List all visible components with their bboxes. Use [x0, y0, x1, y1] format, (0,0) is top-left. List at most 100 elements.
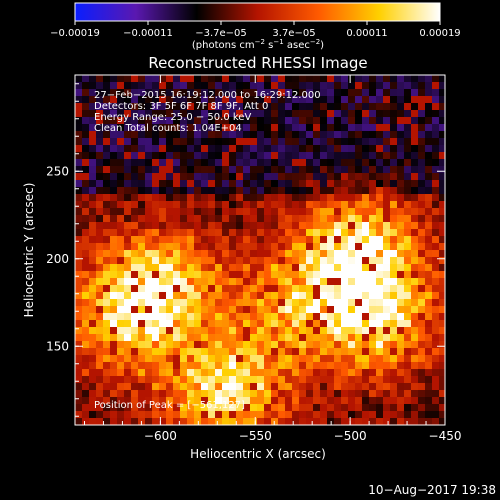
heatmap-cell: [418, 285, 425, 292]
heatmap-cell: [327, 369, 334, 376]
heatmap-cell: [271, 152, 278, 159]
heatmap-cell: [320, 411, 327, 418]
heatmap-cell: [103, 320, 110, 327]
heatmap-cell: [103, 327, 110, 334]
heatmap-cell: [215, 327, 222, 334]
heatmap-cell: [145, 173, 152, 180]
heatmap-cell: [264, 215, 271, 222]
heatmap-cell: [138, 383, 145, 390]
heatmap-cell: [159, 110, 166, 117]
heatmap-cell: [138, 404, 145, 411]
heatmap-cell: [334, 299, 341, 306]
heatmap-cell: [96, 383, 103, 390]
heatmap-cell: [180, 138, 187, 145]
heatmap-cell: [271, 82, 278, 89]
heatmap-cell: [292, 397, 299, 404]
heatmap-cell: [159, 299, 166, 306]
heatmap-cell: [320, 243, 327, 250]
heatmap-cell: [411, 124, 418, 131]
heatmap-cell: [117, 278, 124, 285]
heatmap-cell: [124, 355, 131, 362]
heatmap-cell: [187, 404, 194, 411]
heatmap-cell: [418, 82, 425, 89]
heatmap-cell: [138, 313, 145, 320]
heatmap-cell: [313, 166, 320, 173]
heatmap-cell: [75, 124, 82, 131]
heatmap-cell: [369, 355, 376, 362]
heatmap-cell: [243, 138, 250, 145]
heatmap-cell: [229, 124, 236, 131]
heatmap-cell: [103, 397, 110, 404]
heatmap-cell: [278, 348, 285, 355]
heatmap-cell: [355, 411, 362, 418]
heatmap-cell: [383, 124, 390, 131]
heatmap-cell: [383, 173, 390, 180]
heatmap-cell: [75, 229, 82, 236]
heatmap-cell: [145, 362, 152, 369]
heatmap-cell: [425, 194, 432, 201]
heatmap-cell: [208, 103, 215, 110]
heatmap-cell: [82, 145, 89, 152]
heatmap-cell: [271, 348, 278, 355]
heatmap-cell: [327, 362, 334, 369]
heatmap-cell: [124, 383, 131, 390]
heatmap-cell: [383, 131, 390, 138]
heatmap-cell: [180, 75, 187, 82]
heatmap-cell: [306, 369, 313, 376]
heatmap-cell: [236, 187, 243, 194]
heatmap-cell: [264, 292, 271, 299]
heatmap-cell: [159, 376, 166, 383]
heatmap-cell: [229, 348, 236, 355]
heatmap-cell: [299, 355, 306, 362]
heatmap-cell: [334, 110, 341, 117]
heatmap-cell: [278, 166, 285, 173]
heatmap-cell: [201, 82, 208, 89]
heatmap-cell: [390, 131, 397, 138]
heatmap-cell: [187, 89, 194, 96]
heatmap-cell: [166, 96, 173, 103]
heatmap-cell: [397, 152, 404, 159]
plot-frame: [74, 74, 446, 426]
heatmap-cell: [299, 243, 306, 250]
heatmap-cell: [313, 173, 320, 180]
heatmap-cell: [229, 103, 236, 110]
heatmap-cell: [411, 236, 418, 243]
heatmap-cell: [208, 257, 215, 264]
heatmap-cell: [75, 299, 82, 306]
heatmap-cell: [187, 313, 194, 320]
heatmap-cell: [75, 152, 82, 159]
heatmap-cell: [82, 362, 89, 369]
heatmap-cell: [82, 159, 89, 166]
heatmap-cell: [124, 327, 131, 334]
heatmap-cell: [152, 264, 159, 271]
heatmap-cell: [138, 320, 145, 327]
heatmap-cell: [264, 173, 271, 180]
heatmap-cell: [236, 334, 243, 341]
heatmap-cell: [82, 327, 89, 334]
heatmap-cell: [124, 187, 131, 194]
heatmap-cell: [327, 236, 334, 243]
heatmap-cell: [180, 299, 187, 306]
heatmap-cell: [82, 264, 89, 271]
heatmap-cell: [152, 411, 159, 418]
heatmap-cell: [278, 257, 285, 264]
heatmap-cell: [411, 180, 418, 187]
heatmap-cell: [278, 278, 285, 285]
heatmap-cell: [257, 180, 264, 187]
heatmap-cell: [131, 110, 138, 117]
heatmap-cell: [292, 313, 299, 320]
heatmap-cell: [103, 369, 110, 376]
heatmap-cell: [250, 292, 257, 299]
heatmap-cell: [75, 278, 82, 285]
heatmap-cell: [418, 159, 425, 166]
heatmap-cell: [320, 173, 327, 180]
heatmap-cell: [362, 110, 369, 117]
heatmap-cell: [327, 418, 334, 425]
heatmap-cell: [369, 236, 376, 243]
heatmap-cell: [432, 376, 439, 383]
heatmap-cell: [376, 390, 383, 397]
heatmap-cell: [103, 355, 110, 362]
heatmap-cell: [327, 124, 334, 131]
heatmap-cell: [194, 383, 201, 390]
heatmap-cell: [292, 334, 299, 341]
